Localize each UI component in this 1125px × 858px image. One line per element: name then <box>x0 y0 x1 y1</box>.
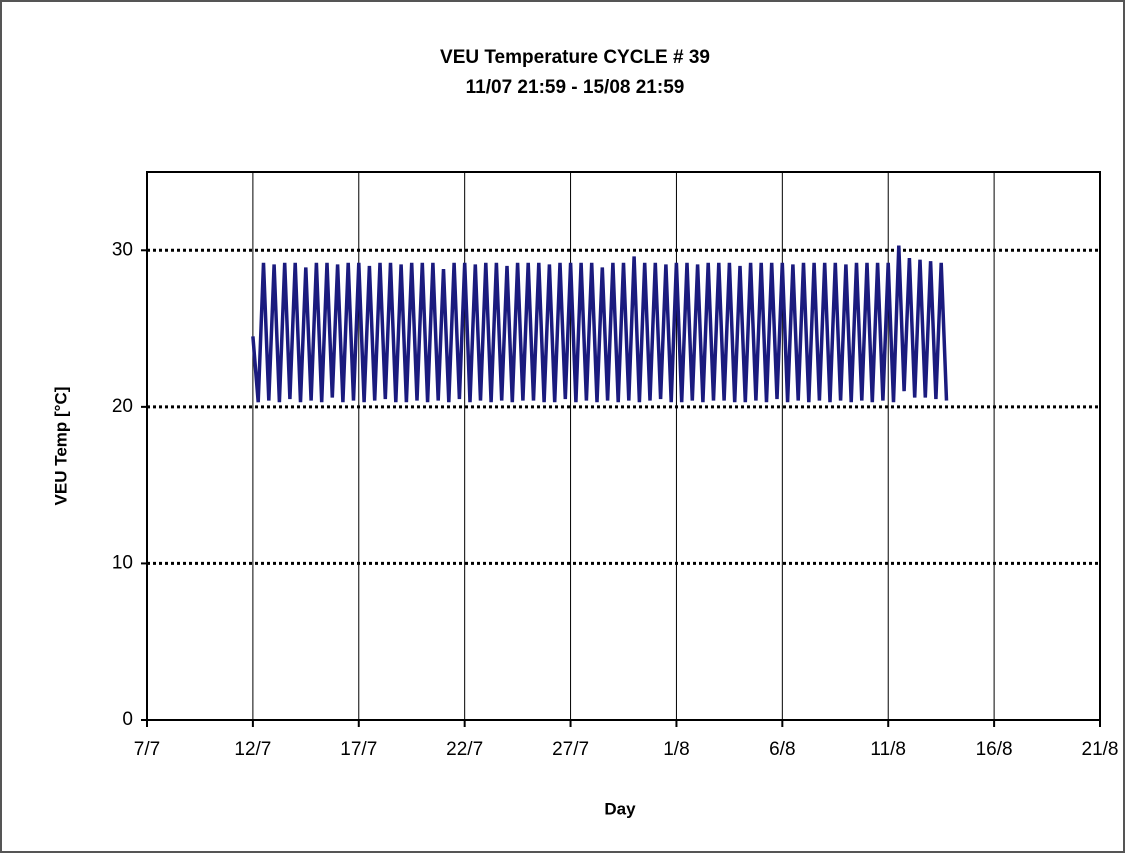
y-tick-label: 30 <box>112 239 133 260</box>
x-axis-label: Day <box>604 799 636 818</box>
x-tick-label: 7/7 <box>134 739 160 760</box>
x-tick-label: 6/8 <box>769 739 795 760</box>
data-line <box>251 245 949 403</box>
chart-subtitle: 11/07 21:59 - 15/08 21:59 <box>466 77 685 98</box>
y-tick-label: 20 <box>112 396 133 417</box>
x-tick-label: 11/8 <box>870 739 906 760</box>
x-tick-label: 1/8 <box>663 739 689 760</box>
x-tick-label: 22/7 <box>446 739 483 760</box>
plot-area <box>146 171 1101 721</box>
x-tick-label: 17/7 <box>340 739 377 760</box>
x-tick-label: 12/7 <box>234 739 271 760</box>
x-tick-label: 21/8 <box>1082 739 1119 760</box>
x-tick-label: 16/8 <box>976 739 1013 760</box>
y-tick-label: 0 <box>122 709 133 730</box>
y-tick-label: 10 <box>112 552 133 573</box>
x-tick-label: 27/7 <box>552 739 589 760</box>
y-axis-label: VEU Temp [°C] <box>51 387 70 506</box>
chart-title: VEU Temperature CYCLE # 39 <box>440 47 710 68</box>
